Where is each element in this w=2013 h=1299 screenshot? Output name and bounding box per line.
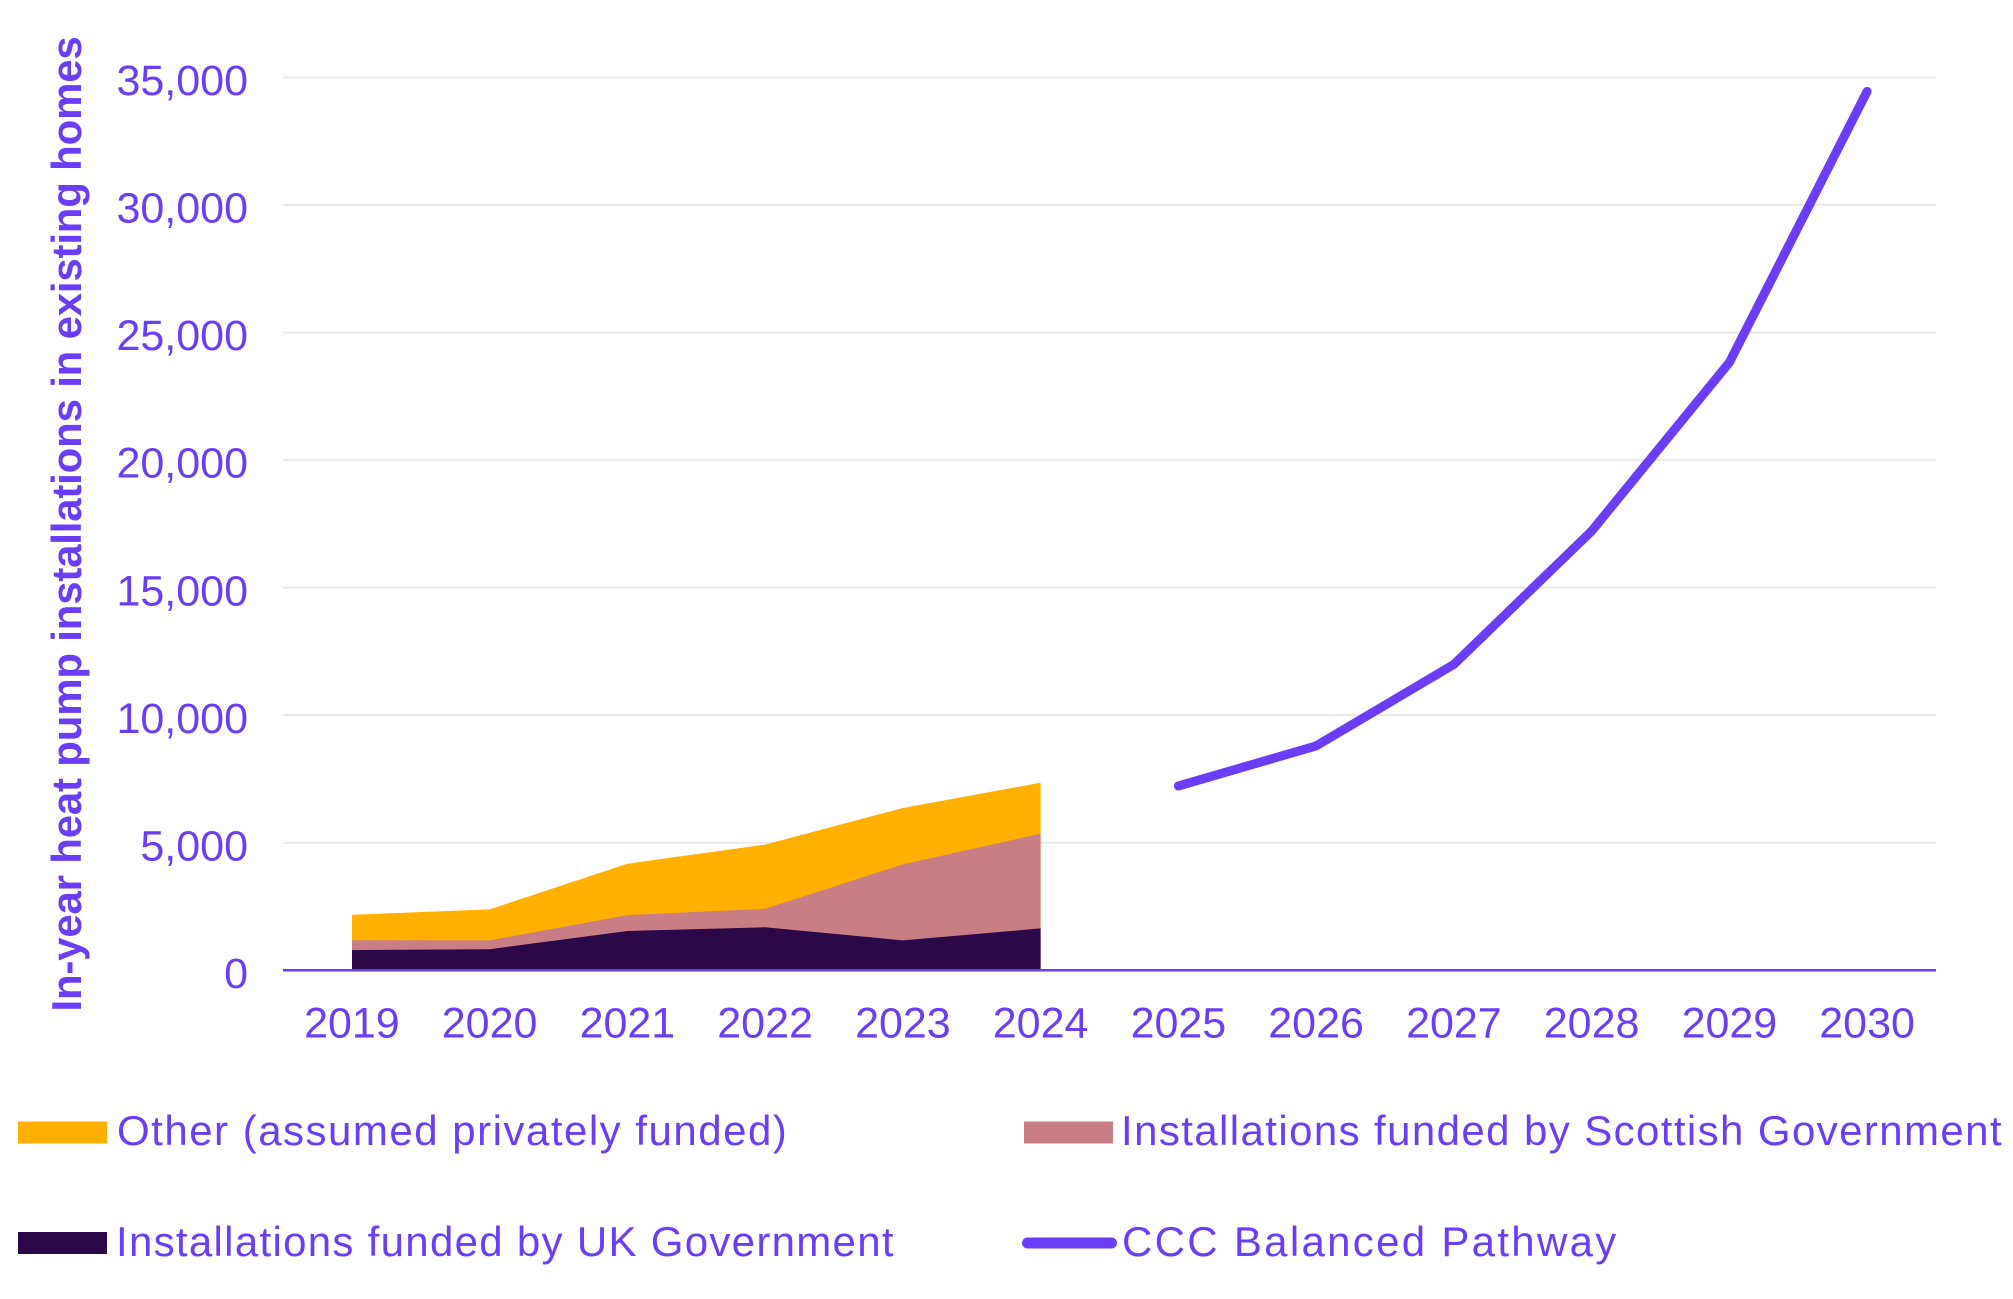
svg-text:2021: 2021	[580, 1000, 676, 1048]
svg-text:Other (assumed privately funde: Other (assumed privately funded)	[117, 1107, 788, 1154]
svg-text:Installations funded by Scotti: Installations funded by Scottish Governm…	[1121, 1107, 2003, 1154]
svg-text:In-year heat pump installation: In-year heat pump installations in exist…	[43, 36, 90, 1011]
svg-text:2026: 2026	[1268, 1000, 1364, 1048]
svg-text:15,000: 15,000	[116, 567, 248, 615]
svg-text:25,000: 25,000	[116, 312, 248, 360]
svg-text:10,000: 10,000	[116, 695, 248, 743]
svg-text:Installations funded by UK Gov: Installations funded by UK Government	[116, 1218, 895, 1265]
svg-text:2028: 2028	[1544, 1000, 1640, 1048]
svg-text:2019: 2019	[304, 1000, 400, 1048]
svg-text:30,000: 30,000	[116, 185, 248, 233]
svg-text:2025: 2025	[1131, 1000, 1227, 1048]
svg-text:2024: 2024	[993, 1000, 1089, 1048]
svg-text:2020: 2020	[442, 1000, 538, 1048]
svg-text:2027: 2027	[1406, 1000, 1502, 1048]
svg-text:2030: 2030	[1819, 1000, 1915, 1048]
svg-text:0: 0	[224, 950, 248, 998]
svg-text:20,000: 20,000	[116, 440, 248, 488]
svg-text:2022: 2022	[717, 1000, 813, 1048]
svg-text:2023: 2023	[855, 1000, 951, 1048]
svg-text:5,000: 5,000	[140, 822, 248, 870]
svg-text:CCC Balanced Pathway: CCC Balanced Pathway	[1122, 1218, 1619, 1265]
svg-text:2029: 2029	[1682, 1000, 1778, 1048]
svg-text:35,000: 35,000	[116, 57, 248, 105]
